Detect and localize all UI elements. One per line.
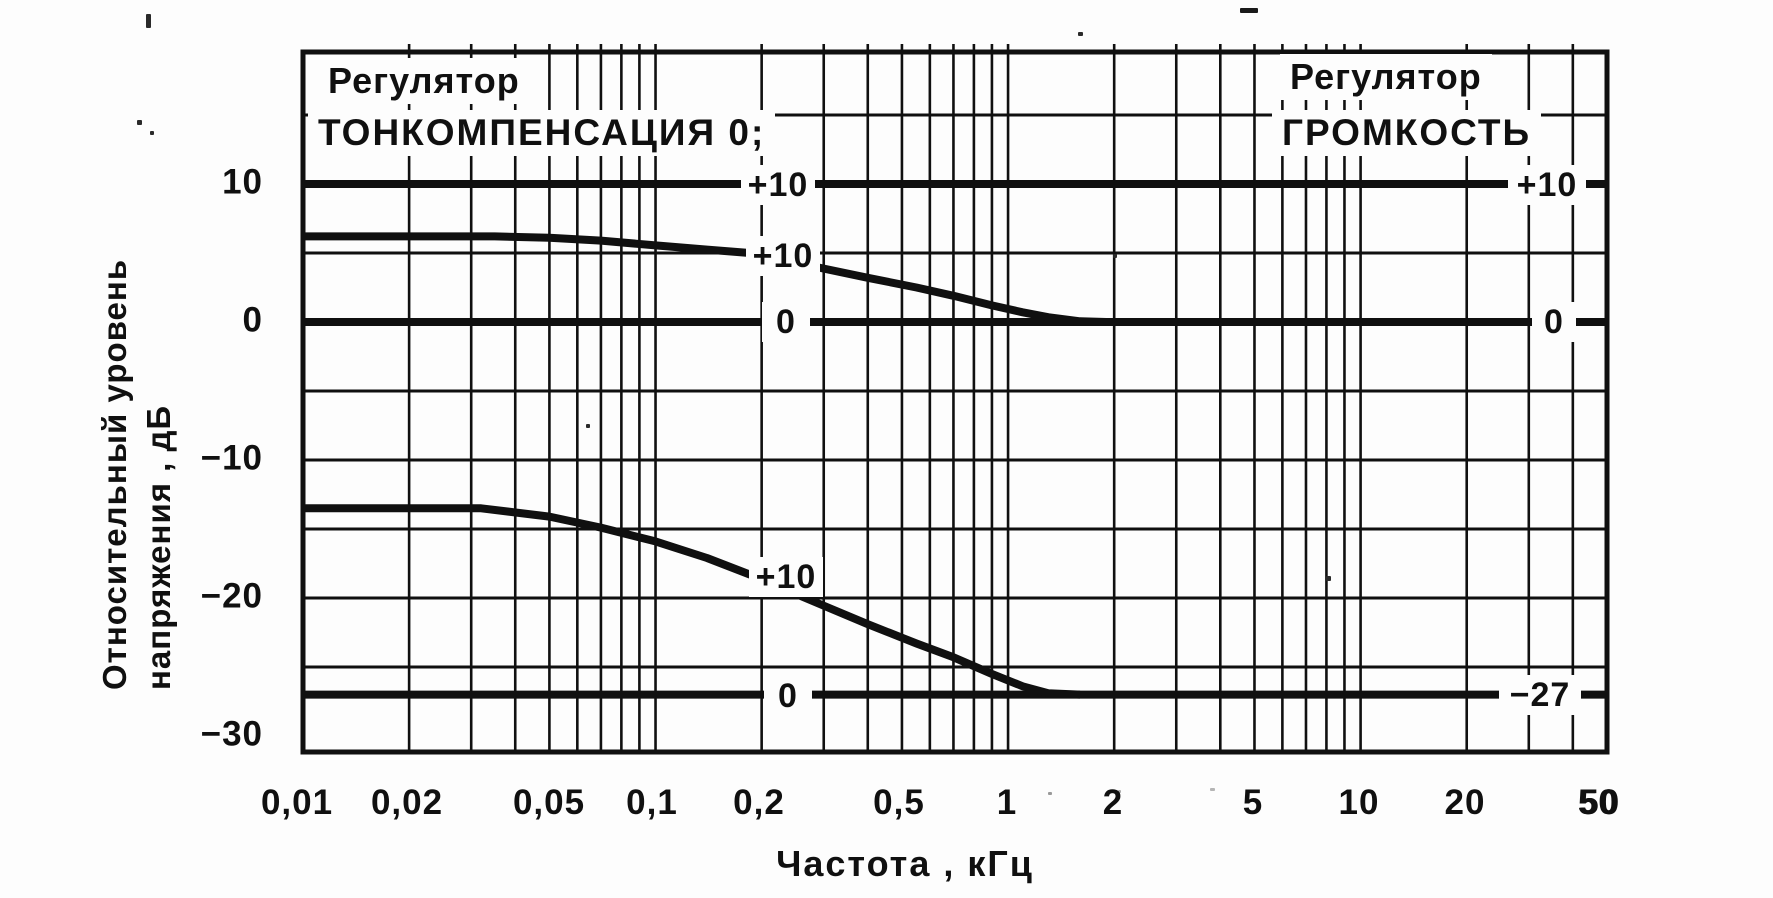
x-tick-label: 0,02 (370, 783, 444, 822)
line-label-mid-zero: 0 (762, 302, 810, 342)
x-tick-label: 0,1 (626, 783, 678, 822)
y-axis-title: Относительный уровень напряжения , дБ (93, 250, 181, 690)
header-left-regulator: Регулятор (318, 58, 530, 104)
line-label-top-plus10: +10 (741, 165, 815, 205)
x-tick-label: 2 (1102, 783, 1124, 822)
x-axis-title: Частота , кГц (776, 843, 1034, 884)
scan-speck (1210, 788, 1215, 791)
header-right-volume: ГРОМКОСТЬ (1272, 110, 1542, 156)
x-tick-label: 1 (996, 783, 1018, 822)
scan-speck (1078, 32, 1083, 36)
scan-speck (1118, 790, 1121, 793)
y-tick-label: 0 (242, 300, 263, 340)
x-tick-label: 0,05 (512, 783, 586, 822)
scan-speck (150, 131, 154, 135)
header-right-regulator: Регулятор (1280, 54, 1492, 100)
x-tick-label: 0,2 (733, 783, 785, 822)
x-tick-label: 10 (1338, 783, 1380, 822)
y-tick-label: −30 (200, 714, 263, 754)
scan-speck (1048, 792, 1052, 795)
scan-speck (1113, 254, 1117, 258)
scan-speck (1240, 8, 1258, 13)
line-label-bottom-zero: 0 (764, 676, 812, 716)
series-line (303, 232, 1107, 326)
line-label-right-zero: 0 (1532, 302, 1576, 342)
header-left-tone-compensation: ТОНКОМПЕНСАЦИЯ 0; (308, 110, 776, 156)
line-label-curve-b-plus10: +10 (749, 557, 823, 597)
series-layer (303, 180, 1607, 699)
scan-speck (586, 424, 590, 428)
x-tick-label: 20 (1444, 783, 1486, 822)
x-tick-label: 5 (1242, 783, 1264, 822)
line-label-right-minus27: −27 (1499, 675, 1581, 715)
series-line (303, 504, 1081, 699)
x-tick-label: 50 (1578, 783, 1620, 822)
line-label-curve-a-plus10: +10 (746, 236, 820, 276)
y-axis-title-line1: Относительный уровень (96, 258, 133, 690)
x-tick-label: 0,5 (873, 783, 925, 822)
plot-border (300, 49, 1610, 755)
y-tick-label: 10 (222, 162, 263, 202)
x-tick-label: 0,01 (260, 783, 334, 822)
y-tick-label: −20 (200, 576, 263, 616)
scan-speck (1326, 576, 1331, 581)
y-tick-label: −10 (200, 438, 263, 478)
scan-specks (137, 8, 1331, 795)
line-label-right-plus10: +10 (1508, 165, 1586, 205)
scan-speck (137, 120, 142, 125)
scan-speck (146, 14, 151, 28)
